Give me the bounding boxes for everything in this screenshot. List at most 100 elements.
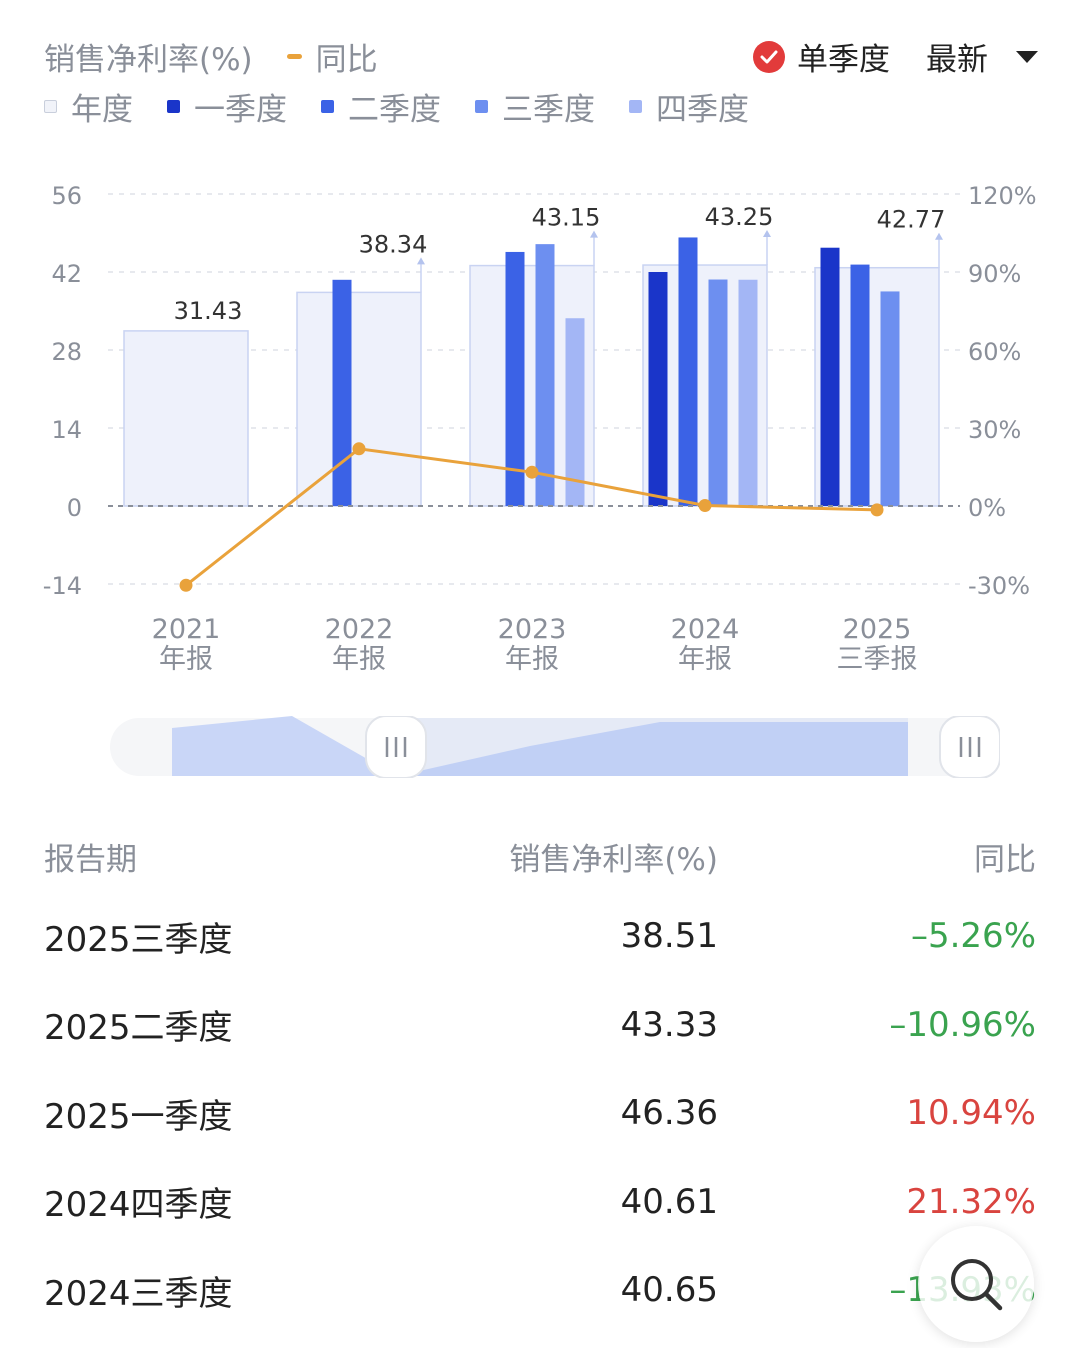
table-row[interactable]: 2025一季度 46.36 10.94% [44, 1069, 1036, 1158]
annual-data-label: 43.25 [705, 203, 774, 231]
row-net-margin: 40.65 [620, 1270, 718, 1311]
legend-swatch [475, 100, 488, 113]
row-yoy: 21.32% [906, 1181, 1036, 1222]
row-net-margin: 38.51 [620, 916, 718, 957]
x-tick-label: 2022 年报 [325, 614, 394, 675]
x-tick-label: 2025 三季报 [837, 614, 918, 675]
y-left-tick-label: 14 [51, 416, 82, 444]
legend-item-q2[interactable]: 二季度 [321, 84, 441, 129]
check-icon[interactable] [753, 40, 785, 73]
y-right-tick-label: -30% [968, 572, 1030, 600]
y-right-tick-label: 90% [968, 260, 1021, 288]
header-period: 报告期 [44, 841, 137, 878]
annual-data-label: 31.43 [174, 297, 243, 325]
y-left-tick-label: -14 [43, 572, 82, 600]
series-legend: 年度 一季度 二季度 三季度 四季度 [44, 84, 783, 129]
x-tick-label: 2021 年报 [152, 614, 221, 675]
legend-item-q1[interactable]: 一季度 [167, 84, 287, 129]
quarter-bar[interactable] [648, 272, 668, 506]
row-period: 2024三季度 [44, 1273, 233, 1314]
y-right-tick-label: 30% [968, 416, 1021, 444]
search-button[interactable] [918, 1226, 1034, 1342]
quarter-bar[interactable] [850, 264, 870, 506]
legend-swatch [629, 100, 642, 113]
annual-marker-arrow [417, 257, 425, 265]
grip-icon [959, 737, 981, 757]
table-row[interactable]: 2025三季度 38.51 –5.26% [44, 892, 1036, 981]
quarter-bar[interactable] [708, 279, 728, 506]
y-right-tick-label: 120% [968, 182, 1037, 210]
legend-item-annual[interactable]: 年度 [44, 84, 133, 129]
y-left-tick-label: 0 [67, 494, 82, 522]
metric-title: 销售净利率(%) [44, 42, 253, 78]
yoy-point[interactable] [525, 465, 539, 479]
search-icon [951, 1259, 1003, 1311]
row-period: 2025三季度 [44, 919, 233, 960]
row-period: 2025二季度 [44, 1008, 233, 1049]
header-yoy[interactable]: 同比 [974, 841, 1036, 878]
chevron-down-icon[interactable] [1016, 50, 1038, 63]
slider-selected-window [397, 718, 908, 776]
annual-data-label: 42.77 [877, 206, 946, 234]
row-net-margin: 43.33 [620, 1004, 718, 1045]
range-slider[interactable] [110, 716, 1000, 778]
yoy-point[interactable] [698, 498, 712, 512]
legend-item-q4[interactable]: 四季度 [629, 84, 749, 129]
quarter-bar[interactable] [678, 237, 698, 506]
row-net-margin: 40.61 [620, 1181, 718, 1222]
legend-label: 三季度 [502, 92, 595, 128]
header-net-margin[interactable]: 销售净利率(%) [509, 841, 718, 878]
table-body: 2025三季度 38.51 –5.26% 2025二季度 43.33 –10.96% 202… [44, 892, 1036, 1335]
legend-swatch [167, 100, 180, 113]
quarter-bar[interactable] [505, 251, 525, 506]
legend-swatch [44, 100, 57, 113]
net-margin-chart: 56 42 28 14 0 -14 120% 90% 60% 30% 0% -30% 31.43 38.3… [43, 182, 1037, 675]
annual-marker-arrow [590, 230, 598, 238]
quarter-bar[interactable] [332, 279, 352, 506]
row-yoy: –5.26% [910, 916, 1036, 957]
legend-label: 年度 [71, 92, 133, 128]
table-row[interactable]: 2025二季度 43.33 –10.96% [44, 981, 1036, 1070]
y-right-tick-label: 0% [968, 494, 1006, 522]
chart-controls: 单季度 最新 [753, 34, 1038, 79]
legend-swatch [321, 100, 334, 113]
quarter-bar[interactable] [535, 244, 555, 506]
slider-handle-left[interactable] [365, 716, 427, 778]
table-header: 报告期 销售净利率(%) 同比 [44, 820, 1036, 892]
yoy-point[interactable] [179, 578, 193, 592]
legend-label: 二季度 [348, 92, 441, 128]
row-net-margin: 46.36 [620, 1093, 718, 1134]
yoy-legend-marker [286, 54, 302, 59]
slider-preview-area [172, 716, 397, 776]
legend-label: 一季度 [194, 92, 287, 128]
legend-label: 四季度 [656, 92, 749, 128]
table-row[interactable]: 2024四季度 40.61 21.32% [44, 1158, 1036, 1247]
slider-handle-right[interactable] [939, 716, 1000, 778]
yoy-point[interactable] [870, 503, 884, 517]
row-yoy: 10.94% [906, 1093, 1036, 1134]
annual-marker-arrow [935, 232, 943, 240]
annual-bar[interactable] [296, 291, 422, 507]
yoy-legend-label[interactable]: 同比 [315, 42, 378, 78]
single-quarter-toggle[interactable]: 单季度 [797, 42, 890, 78]
annual-bar[interactable] [123, 330, 249, 507]
row-period: 2024四季度 [44, 1185, 233, 1226]
x-tick-label: 2023 年报 [498, 614, 567, 675]
quarter-bar[interactable] [820, 247, 840, 507]
row-period: 2025一季度 [44, 1096, 233, 1137]
y-left-tick-label: 42 [51, 260, 82, 288]
annual-data-label: 43.15 [532, 204, 601, 232]
x-tick-label: 2024 年报 [671, 614, 740, 675]
data-table: 报告期 销售净利率(%) 同比 2025三季度 38.51 –5.26% 2025二季… [44, 820, 1036, 1335]
annual-marker-arrow [763, 230, 771, 238]
row-yoy: –10.96% [889, 1004, 1036, 1045]
y-left-tick-label: 56 [51, 182, 82, 210]
quarter-bar[interactable] [565, 318, 585, 506]
quarter-bar[interactable] [880, 291, 900, 506]
annual-data-label: 38.34 [359, 230, 428, 258]
yoy-point[interactable] [352, 442, 366, 456]
quarter-bar[interactable] [738, 279, 758, 506]
legend-item-q3[interactable]: 三季度 [475, 84, 595, 129]
latest-dropdown[interactable]: 最新 [926, 42, 988, 78]
